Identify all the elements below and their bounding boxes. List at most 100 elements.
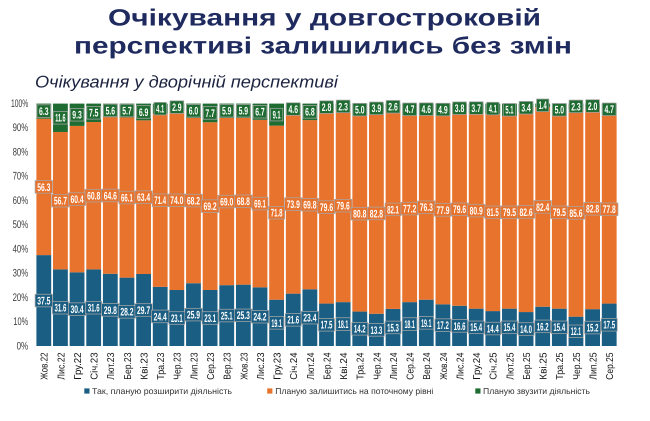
svg-text:Лют.24: Лют.24 xyxy=(306,352,317,380)
svg-text:15.4: 15.4 xyxy=(553,322,565,334)
svg-text:6.0: 6.0 xyxy=(189,106,199,118)
svg-text:Очікування у довгостроковій: Очікування у довгостроковій xyxy=(108,5,541,31)
svg-text:17.5: 17.5 xyxy=(603,320,615,332)
svg-text:15.4: 15.4 xyxy=(504,322,516,334)
svg-text:Лют.25: Лют.25 xyxy=(505,352,516,380)
svg-text:Січ.25: Січ.25 xyxy=(489,352,500,380)
svg-text:3.9: 3.9 xyxy=(372,103,382,115)
svg-text:11.6: 11.6 xyxy=(55,113,65,125)
svg-text:1.4: 1.4 xyxy=(539,100,548,112)
svg-text:2.3: 2.3 xyxy=(338,101,348,113)
svg-text:Тра.25: Тра.25 xyxy=(555,352,566,380)
svg-text:10%: 10% xyxy=(13,316,28,328)
svg-text:4.6: 4.6 xyxy=(422,104,432,116)
svg-text:31.6: 31.6 xyxy=(88,303,100,315)
svg-text:Жов.23: Жов.23 xyxy=(239,352,250,380)
svg-text:82.6: 82.6 xyxy=(519,207,532,219)
svg-text:66.1: 66.1 xyxy=(121,192,133,204)
svg-text:28.2: 28.2 xyxy=(120,307,133,319)
svg-text:5.0: 5.0 xyxy=(355,105,365,117)
svg-text:4.6: 4.6 xyxy=(289,104,299,116)
svg-text:14.4: 14.4 xyxy=(487,323,499,335)
svg-text:9.3: 9.3 xyxy=(72,110,82,122)
svg-text:74.0: 74.0 xyxy=(170,195,183,207)
svg-text:60.4: 60.4 xyxy=(70,194,84,206)
svg-text:5.9: 5.9 xyxy=(239,106,249,118)
svg-text:Гру.23: Гру.23 xyxy=(273,352,284,380)
svg-text:16.6: 16.6 xyxy=(454,321,466,333)
svg-text:Сер.23: Сер.23 xyxy=(206,352,217,380)
svg-text:4.1: 4.1 xyxy=(156,104,164,116)
svg-text:24.4: 24.4 xyxy=(154,311,168,323)
svg-text:60%: 60% xyxy=(13,195,29,207)
svg-text:37.5: 37.5 xyxy=(37,295,50,307)
svg-text:Лют.23: Лют.23 xyxy=(106,352,117,380)
svg-text:4.7: 4.7 xyxy=(405,104,415,116)
svg-text:Тра.24: Тра.24 xyxy=(356,352,367,380)
svg-text:6.3: 6.3 xyxy=(39,106,49,118)
svg-text:Чер.25: Чер.25 xyxy=(572,352,583,380)
svg-text:Планую залишитись на поточному: Планую залишитись на поточному рівні xyxy=(275,386,433,396)
svg-text:79.6: 79.6 xyxy=(320,202,333,214)
svg-text:69.8: 69.8 xyxy=(303,200,316,212)
svg-text:82.8: 82.8 xyxy=(370,208,383,220)
svg-text:Планую звузити діяльність: Планую звузити діяльність xyxy=(483,386,591,396)
svg-text:0%: 0% xyxy=(17,340,29,352)
svg-text:15.4: 15.4 xyxy=(470,322,482,334)
svg-text:Бер.25: Бер.25 xyxy=(522,352,533,380)
svg-text:3.8: 3.8 xyxy=(455,103,465,115)
svg-text:5.1: 5.1 xyxy=(505,105,513,117)
svg-text:79.6: 79.6 xyxy=(453,204,466,216)
svg-text:2.0: 2.0 xyxy=(588,101,598,113)
svg-text:6.9: 6.9 xyxy=(139,107,149,119)
svg-text:Бер.23: Бер.23 xyxy=(123,352,134,380)
svg-text:71.8: 71.8 xyxy=(271,208,283,220)
svg-text:15.3: 15.3 xyxy=(387,322,399,334)
svg-text:5.9: 5.9 xyxy=(222,106,232,118)
svg-text:Лип.23: Лип.23 xyxy=(189,352,200,380)
svg-text:перспективі залишились без змі: перспективі залишились без змін xyxy=(74,33,572,59)
svg-text:15.2: 15.2 xyxy=(587,322,599,334)
svg-text:79.5: 79.5 xyxy=(503,207,516,219)
svg-text:82.1: 82.1 xyxy=(387,204,399,216)
svg-text:77.2: 77.2 xyxy=(403,203,416,215)
svg-text:90%: 90% xyxy=(13,122,29,134)
svg-text:Чер.23: Чер.23 xyxy=(173,352,184,380)
svg-text:4.9: 4.9 xyxy=(438,104,448,116)
svg-text:24.2: 24.2 xyxy=(253,312,266,324)
svg-text:2.6: 2.6 xyxy=(388,102,398,114)
svg-text:12.1: 12.1 xyxy=(571,326,581,338)
svg-text:Жов.24: Жов.24 xyxy=(439,352,450,380)
svg-text:81.5: 81.5 xyxy=(487,207,499,219)
svg-text:Лис.24: Лис.24 xyxy=(455,352,466,380)
svg-text:16.2: 16.2 xyxy=(537,321,549,333)
svg-text:69.2: 69.2 xyxy=(204,201,217,213)
svg-text:Кві.23: Кві.23 xyxy=(139,352,150,380)
svg-text:25.1: 25.1 xyxy=(221,310,233,322)
svg-text:5.6: 5.6 xyxy=(106,105,116,117)
svg-text:Так, планую розширити діяльніс: Так, планую розширити діяльність xyxy=(92,386,233,396)
svg-text:19.1: 19.1 xyxy=(421,318,431,330)
svg-text:79.6: 79.6 xyxy=(337,201,350,213)
svg-text:20%: 20% xyxy=(13,292,29,304)
svg-text:77.8: 77.8 xyxy=(603,204,616,216)
svg-text:Лип.25: Лип.25 xyxy=(588,352,599,380)
svg-text:68.8: 68.8 xyxy=(237,196,250,208)
svg-text:70%: 70% xyxy=(13,171,29,183)
svg-text:80.9: 80.9 xyxy=(470,206,483,218)
svg-text:Жов.22: Жов.22 xyxy=(40,352,51,380)
svg-text:50%: 50% xyxy=(13,219,29,231)
svg-text:Січ.24: Січ.24 xyxy=(289,352,300,380)
svg-text:19.1: 19.1 xyxy=(271,318,281,330)
svg-text:64.6: 64.6 xyxy=(104,190,117,202)
svg-text:29.8: 29.8 xyxy=(104,305,117,317)
svg-text:30.4: 30.4 xyxy=(70,304,84,316)
svg-text:17.2: 17.2 xyxy=(437,320,449,332)
svg-text:69.1: 69.1 xyxy=(254,198,266,210)
svg-text:3.7: 3.7 xyxy=(471,103,481,115)
svg-text:29.7: 29.7 xyxy=(137,305,150,317)
svg-text:56.7: 56.7 xyxy=(54,196,67,208)
svg-text:4.1: 4.1 xyxy=(489,103,497,115)
svg-text:23.4: 23.4 xyxy=(303,313,317,325)
svg-text:17.5: 17.5 xyxy=(321,320,333,332)
